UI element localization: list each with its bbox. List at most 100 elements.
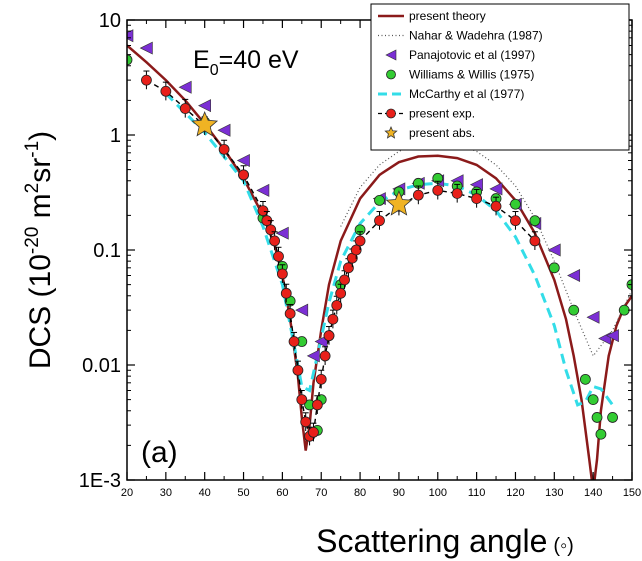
- data-point: [319, 350, 331, 362]
- series-line: [127, 44, 632, 480]
- data-point: [618, 304, 630, 316]
- data-point: [198, 99, 211, 113]
- data-point: [139, 41, 153, 55]
- y-axis-title-part: DCS (10: [24, 254, 57, 369]
- data-point: [510, 198, 521, 210]
- legend-item: present theory: [378, 9, 486, 23]
- data-point: [595, 428, 607, 440]
- data-point: [335, 287, 347, 299]
- data-point: [315, 373, 327, 385]
- y-tick-label: 1: [110, 125, 121, 147]
- data-point: [374, 215, 385, 227]
- legend-swatch-marker: [386, 108, 396, 119]
- data-point: [412, 189, 424, 201]
- data-point: [295, 303, 309, 317]
- energy-label-symbol: E: [193, 46, 210, 74]
- data-point: [257, 205, 269, 217]
- y-tick-label: 10: [99, 10, 121, 32]
- legend-label: present abs.: [409, 126, 475, 140]
- data-point: [591, 412, 603, 423]
- energy-label-subscript: 0: [210, 62, 219, 79]
- legend-item: present abs.: [384, 125, 475, 140]
- y-axis-title-part: ): [24, 131, 57, 141]
- y-axis-title-sup: -1: [22, 141, 43, 158]
- data-point: [350, 244, 362, 256]
- data-point: [547, 243, 561, 257]
- data-point: [160, 85, 172, 97]
- data-point: [510, 215, 521, 227]
- energy-label-value: =40 eV: [219, 46, 299, 74]
- x-tick-label: 100: [429, 487, 447, 499]
- data-point: [354, 235, 366, 247]
- data-point: [306, 349, 320, 363]
- data-point: [327, 313, 339, 325]
- data-point: [586, 310, 600, 324]
- data-point: [141, 74, 152, 86]
- legend-label: Williams & Willis (1975): [409, 68, 534, 82]
- data-point: [529, 235, 541, 247]
- x-tick-label: 120: [506, 487, 524, 499]
- y-axis-title-sup: -20: [22, 227, 43, 254]
- data-point: [275, 226, 289, 240]
- legend-box: [370, 3, 630, 151]
- x-tick-label: 50: [237, 487, 249, 499]
- data-point: [311, 399, 323, 411]
- data-point: [471, 193, 483, 204]
- data-point: [343, 262, 354, 274]
- x-tick-label: 30: [160, 487, 172, 499]
- data-point: [273, 250, 284, 262]
- legend-item: Panajotovic et al (1997): [385, 48, 535, 62]
- data-point: [236, 154, 250, 167]
- data-point: [292, 364, 304, 376]
- data-point: [256, 183, 270, 197]
- x-axis-title: Scattering angle (◦): [316, 523, 574, 559]
- data-point: [579, 373, 591, 385]
- y-axis-title: DCS (10-20 m2sr-1): [22, 131, 57, 369]
- legend-label: present theory: [409, 9, 486, 23]
- data-point: [607, 412, 618, 423]
- data-point: [300, 416, 312, 428]
- data-point: [489, 182, 503, 196]
- legend: present theory Nahar & Wadehra (1987) Pana…: [370, 3, 630, 151]
- data-point: [374, 194, 385, 206]
- data-point: [127, 54, 133, 66]
- y-tick-label: 0.01: [82, 355, 121, 377]
- data-point: [191, 111, 219, 137]
- legend-label: McCarthy et al (1977): [409, 87, 524, 101]
- data-point: [218, 143, 230, 155]
- x-axis-title-text: Scattering angle: [316, 523, 547, 559]
- data-point: [238, 169, 249, 181]
- x-tick-label: 140: [584, 487, 602, 499]
- legend-label: present exp.: [409, 107, 475, 121]
- data-point: [548, 262, 560, 274]
- energy-label: E0=40 eV: [193, 46, 299, 79]
- data-point: [269, 235, 281, 247]
- series-present-theory: [127, 44, 632, 480]
- data-point: [451, 188, 463, 199]
- data-point: [178, 80, 192, 94]
- data-point: [432, 184, 444, 196]
- x-tick-label: 40: [199, 487, 211, 499]
- data-point: [323, 330, 335, 342]
- data-point: [127, 29, 134, 43]
- data-point: [339, 274, 350, 286]
- data-point: [490, 200, 502, 212]
- panel-label: (a): [141, 436, 178, 469]
- legend-swatch-marker: [386, 69, 396, 80]
- x-tick-label: 80: [354, 487, 366, 499]
- legend-item: McCarthy et al (1977): [378, 87, 524, 101]
- y-axis-title-part: m: [24, 193, 57, 226]
- data-point: [568, 304, 580, 316]
- data-point: [605, 329, 619, 343]
- data-point: [587, 394, 599, 406]
- x-tick-label: 110: [468, 487, 486, 499]
- markers-present-exp: [141, 70, 541, 446]
- legend-label: Nahar & Wadehra (1987): [409, 29, 543, 43]
- data-point: [308, 426, 319, 438]
- data-point: [288, 336, 300, 347]
- data-point: [284, 308, 296, 319]
- data-point: [280, 287, 292, 299]
- x-tick-label: 20: [121, 487, 133, 499]
- data-point: [529, 215, 541, 227]
- y-axis-title-sup: 2: [22, 183, 43, 194]
